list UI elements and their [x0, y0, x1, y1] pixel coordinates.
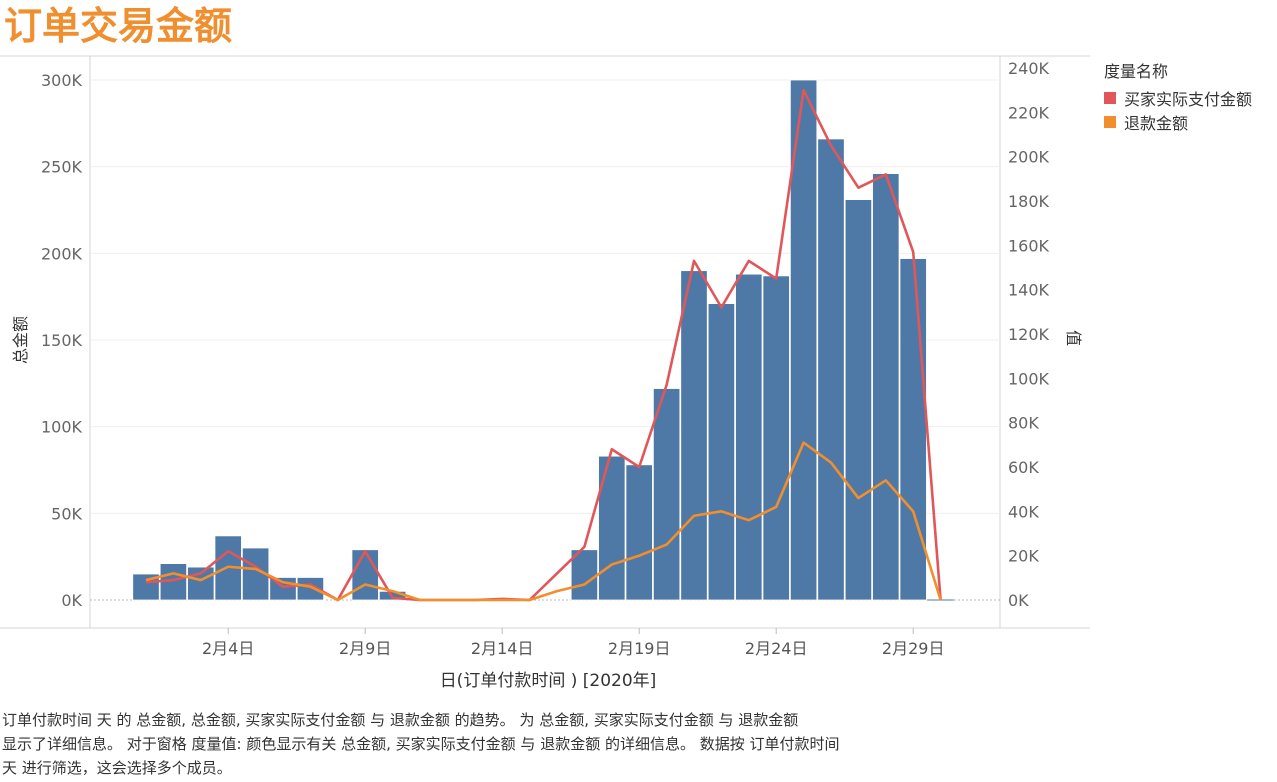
right-tick-label: 240K: [1008, 59, 1050, 78]
right-tick-label: 0K: [1008, 591, 1029, 610]
bar[interactable]: [844, 199, 873, 601]
legend-label-refund: 退款金额: [1124, 114, 1189, 133]
left-axis-title: 总金额: [11, 316, 30, 364]
left-tick-label: 50K: [51, 504, 82, 523]
left-tick-label: 0K: [61, 591, 82, 610]
legend-swatch-refund: [1104, 116, 1116, 128]
bar[interactable]: [817, 138, 845, 601]
legend: 度量名称 买家实际支付金额 退款金额: [1104, 58, 1252, 134]
right-tick-label: 100K: [1008, 369, 1050, 388]
right-axis-title: 值: [1064, 330, 1083, 346]
x-tick-label: 2月19日: [608, 639, 671, 658]
bar[interactable]: [296, 577, 325, 601]
x-tick-label: 2月4日: [202, 639, 254, 658]
right-tick-label: 20K: [1008, 547, 1039, 566]
refund-amount-line[interactable]: [145, 441, 942, 602]
right-tick-label: 140K: [1008, 281, 1050, 300]
chart-title: 订单交易金额: [4, 4, 233, 48]
right-tick-label: 160K: [1008, 236, 1050, 255]
bar[interactable]: [680, 270, 708, 601]
bar[interactable]: [789, 79, 818, 601]
legend-title: 度量名称: [1104, 62, 1169, 81]
bar[interactable]: [735, 273, 763, 601]
chart: 0K 50K 100K 150K 200K 250K 300K 0K 20K 40K 60K 80K 1…: [0, 55, 1090, 691]
caption-line-2: 显示了详细信息。 对于窗格 度量值: 颜色显示有关 总金额, 买家实际支付金额 …: [2, 735, 840, 753]
caption-line-3: 天 进行筛选，这会选择多个成员。: [2, 759, 232, 777]
legend-swatch-paid: [1104, 92, 1116, 104]
caption: 订单付款时间 天 的 总金额, 总金额, 买家实际支付金额 与 退款金额 的趋势…: [2, 708, 1002, 780]
bar[interactable]: [762, 275, 790, 601]
right-tick-label: 40K: [1008, 502, 1039, 521]
right-tick-label: 80K: [1008, 414, 1039, 433]
right-tick-label: 60K: [1008, 458, 1039, 477]
legend-label-paid: 买家实际支付金额: [1124, 90, 1253, 109]
paid-amount-line[interactable]: [145, 88, 942, 602]
bar[interactable]: [625, 464, 653, 601]
left-tick-label: 250K: [41, 158, 83, 177]
bar[interactable]: [707, 303, 736, 601]
bar[interactable]: [652, 388, 681, 601]
x-axis-title: 日(订单付款时间 ) [2020年]: [440, 671, 657, 691]
left-tick-label: 200K: [41, 244, 83, 263]
right-tick-label: 180K: [1008, 192, 1050, 211]
left-tick-label: 300K: [41, 71, 83, 90]
bar[interactable]: [899, 258, 927, 601]
left-tick-label: 150K: [41, 331, 83, 350]
right-tick-label: 120K: [1008, 325, 1050, 344]
legend-item-paid[interactable]: 买家实际支付金额: [1104, 86, 1252, 110]
x-tick-label: 2月24日: [745, 639, 808, 658]
legend-item-refund[interactable]: 退款金额: [1104, 110, 1252, 134]
caption-line-1: 订单付款时间 天 的 总金额, 总金额, 买家实际支付金额 与 退款金额 的趋势…: [2, 711, 799, 729]
right-tick-label: 220K: [1008, 103, 1050, 122]
right-tick-label: 200K: [1008, 148, 1050, 167]
x-tick-label: 2月29日: [882, 639, 945, 658]
bar[interactable]: [872, 173, 900, 601]
x-tick-label: 2月14日: [471, 639, 534, 658]
x-tick-label: 2月9日: [339, 639, 391, 658]
left-tick-label: 100K: [41, 418, 83, 437]
bar[interactable]: [351, 549, 379, 601]
